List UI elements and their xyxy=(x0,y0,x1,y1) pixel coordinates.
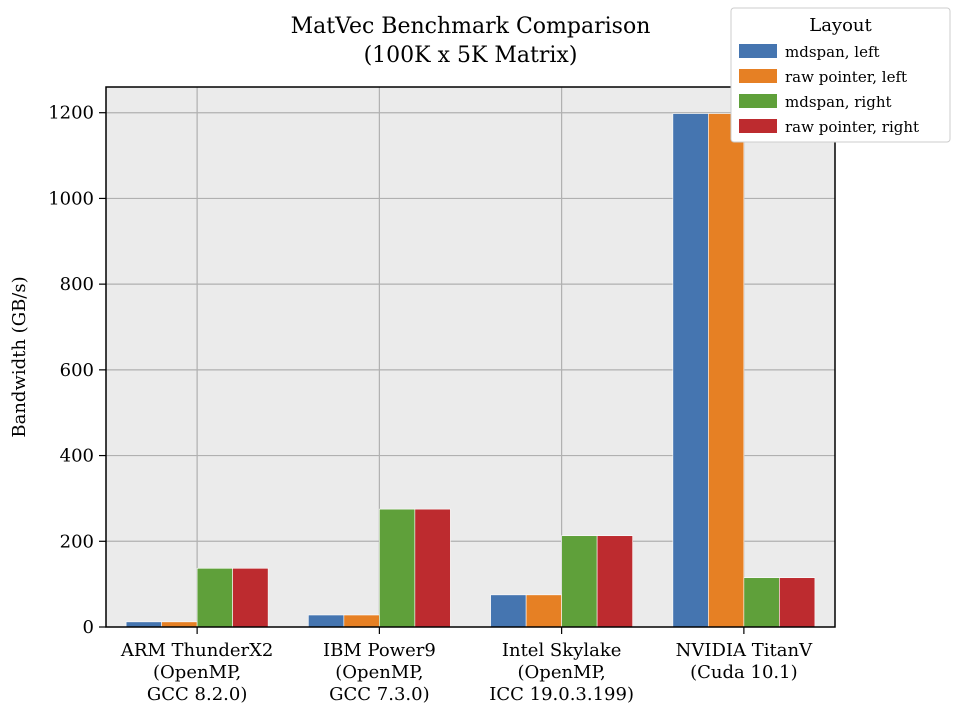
x-tick-label: IBM Power9 (OpenMP, GCC 7.3.0) xyxy=(323,640,436,705)
legend-label: mdspan, left xyxy=(785,43,880,61)
legend-label: raw pointer, right xyxy=(785,118,919,136)
bar xyxy=(414,508,451,628)
x-tick-label: ARM ThunderX2 (OpenMP, GCC 8.2.0) xyxy=(120,640,274,705)
bar xyxy=(196,567,233,628)
bar xyxy=(672,113,709,628)
legend-label: raw pointer, left xyxy=(785,68,907,86)
bar xyxy=(525,594,562,628)
legend-box xyxy=(730,7,951,143)
bar xyxy=(232,567,269,628)
legend-title: Layout xyxy=(809,15,872,36)
x-tick-label: NVIDIA TitanV (Cuda 10.1) xyxy=(676,640,813,683)
legend-label: mdspan, right xyxy=(785,93,892,111)
chart-title: MatVec Benchmark Comparison xyxy=(291,14,651,39)
bar xyxy=(161,621,198,628)
legend: Layout mdspan, left raw pointer, left mdsp… xyxy=(730,7,951,143)
legend-swatch xyxy=(739,119,777,133)
bars xyxy=(125,113,816,628)
bar xyxy=(379,508,416,628)
chart-subtitle: (100K x 5K Matrix) xyxy=(364,43,578,68)
bar xyxy=(490,594,527,628)
bar xyxy=(561,535,598,628)
y-axis-label: Bandwidth (GB/s) xyxy=(9,276,30,437)
legend-swatch xyxy=(739,44,777,58)
bar xyxy=(125,621,162,628)
y-tick-label: 1200 xyxy=(48,103,94,124)
legend-swatch xyxy=(739,69,777,83)
bar xyxy=(596,535,633,628)
y-tick-label: 200 xyxy=(60,531,94,552)
bar xyxy=(308,614,345,628)
y-tick-label: 400 xyxy=(60,446,94,467)
legend-swatch xyxy=(739,94,777,108)
bar xyxy=(779,577,816,628)
y-axis: 0 200 400 600 800 1000 1200 xyxy=(48,103,106,638)
x-tick-label: Intel Skylake (OpenMP, ICC 19.0.3.199) xyxy=(489,640,634,705)
bar xyxy=(708,113,745,628)
y-tick-label: 600 xyxy=(60,360,94,381)
plot-frame xyxy=(105,86,836,628)
y-tick-label: 0 xyxy=(83,617,94,638)
y-tick-label: 1000 xyxy=(48,188,94,209)
y-tick-label: 800 xyxy=(60,274,94,295)
bar xyxy=(743,577,780,628)
bar xyxy=(343,614,380,628)
x-axis: ARM ThunderX2 (OpenMP, GCC 8.2.0) IBM Power… xyxy=(120,627,813,705)
